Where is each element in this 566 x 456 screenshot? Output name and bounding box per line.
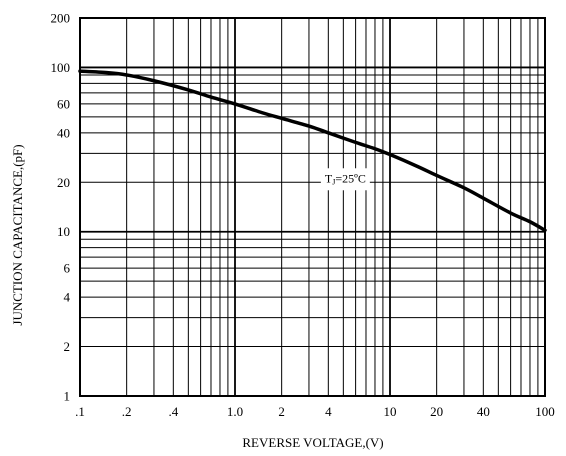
temperature-annotation: TJ=25ºC: [320, 168, 370, 191]
grid-major: [80, 18, 545, 396]
annotation-background: [320, 168, 370, 191]
x-tick-label: 100: [535, 404, 555, 419]
y-tick-label: 6: [64, 261, 71, 276]
y-tick-label: 4: [64, 290, 71, 305]
x-tick-label: 20: [430, 404, 443, 419]
y-tick-label: 20: [57, 175, 70, 190]
grid-minor: [80, 18, 545, 396]
plot-frame: [79, 17, 546, 397]
capacitance-curve: [78, 69, 547, 233]
y-axis-title: JUNCTION CAPACITANCE,(pF): [10, 144, 25, 325]
y-tick-label: 2: [64, 339, 71, 354]
x-tick-label: 1.0: [227, 404, 243, 419]
x-tick-label: .2: [122, 404, 132, 419]
y-tick-labels: 1 2 4 6 10 20 40 60 100 200: [51, 11, 71, 404]
x-tick-label: 40: [477, 404, 490, 419]
x-tick-label: 10: [384, 404, 397, 419]
x-tick-label: .1: [75, 404, 85, 419]
y-tick-label: 60: [57, 96, 70, 111]
x-tick-label: .4: [168, 404, 178, 419]
annotation-label: TJ=25ºC: [325, 171, 366, 186]
x-tick-labels: .1 .2 .4 1.0 2 4 10 20 40 100: [75, 404, 555, 419]
y-tick-label: 10: [57, 224, 70, 239]
y-tick-label: 100: [51, 60, 71, 75]
x-tick-label: 2: [278, 404, 285, 419]
x-tick-label: 4: [325, 404, 332, 419]
y-tick-label: 200: [51, 11, 71, 26]
x-axis-title: REVERSE VOLTAGE,(V): [242, 435, 383, 450]
y-tick-label: 40: [57, 125, 70, 140]
y-tick-label: 1: [64, 389, 71, 404]
